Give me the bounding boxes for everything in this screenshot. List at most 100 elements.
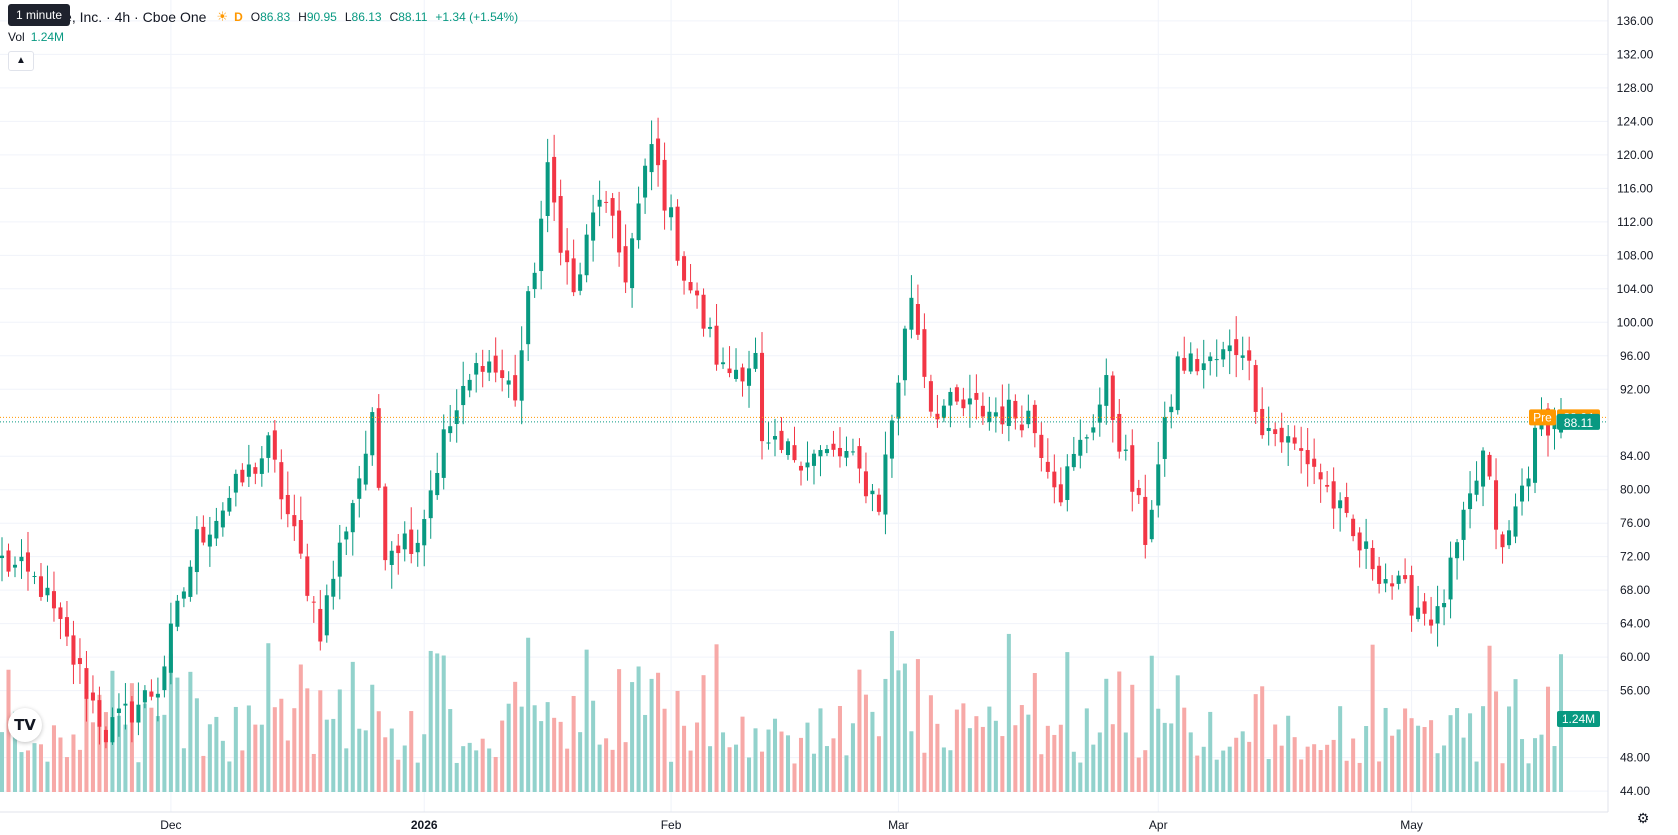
volume-bar — [708, 746, 713, 792]
volume-bar — [1169, 723, 1174, 792]
price-tick-label: 116.00 — [1617, 181, 1653, 195]
candle-body — [688, 282, 693, 291]
volume-bar — [636, 666, 641, 792]
interval-tooltip: 1 minute — [8, 4, 71, 26]
candle-body — [811, 453, 816, 466]
candle-body — [909, 297, 914, 330]
volume-bar — [253, 724, 258, 792]
volume-bar — [71, 734, 76, 792]
price-axis[interactable]: 136.00 132.00 128.00 124.00 120.00 116.00 112.… — [1617, 14, 1654, 798]
candle-body — [1097, 404, 1102, 423]
volume-bar — [1318, 750, 1323, 792]
candle-body — [734, 369, 739, 379]
chevron-up-icon[interactable]: ▲ — [8, 51, 34, 71]
candle-body — [344, 531, 349, 540]
volume-bar — [688, 750, 693, 792]
volume-bar — [1520, 739, 1525, 792]
volume-bar — [1545, 686, 1551, 792]
candle-body — [474, 363, 479, 375]
candle-body — [766, 442, 771, 444]
candle-body — [357, 478, 362, 499]
candle-body — [837, 447, 842, 457]
volume-bar — [1377, 761, 1382, 792]
volume-bar — [532, 705, 537, 792]
candle-body — [1110, 375, 1115, 420]
candle-body — [526, 291, 531, 345]
volume-bar — [740, 716, 745, 792]
candle-body — [1026, 410, 1031, 425]
candle-body — [1520, 485, 1525, 502]
volume-bar — [32, 743, 37, 792]
candle-body — [415, 542, 420, 553]
volume-bar — [461, 746, 466, 792]
candle-body — [1481, 450, 1486, 487]
candle-body — [863, 471, 868, 497]
candle-body — [1468, 493, 1473, 510]
candle-body — [207, 534, 212, 547]
candle-body — [214, 520, 219, 539]
volume-bar — [233, 706, 238, 792]
volume-bar — [623, 742, 628, 792]
candle-body — [597, 199, 602, 207]
candle-body — [967, 398, 972, 405]
candle-body — [571, 258, 576, 293]
candle-body — [318, 608, 323, 642]
candle-body — [915, 304, 920, 335]
candle-body — [84, 668, 89, 699]
volume-bar — [695, 722, 700, 792]
candle-body — [824, 449, 829, 454]
candle-body — [64, 617, 69, 637]
candle-body — [253, 467, 258, 474]
candle-body — [175, 600, 180, 627]
candle-body — [1084, 437, 1089, 439]
candle-body — [1104, 375, 1109, 406]
candle-body — [753, 352, 758, 369]
volume-bar — [1487, 645, 1492, 792]
price-tick-label: 108.00 — [1617, 248, 1654, 262]
candle-body — [1455, 542, 1460, 559]
volume-bar — [701, 675, 706, 792]
volume-bar — [1240, 731, 1245, 792]
volume-bar — [1026, 714, 1031, 792]
volume-bar — [1032, 673, 1037, 792]
candle-body — [1227, 345, 1232, 352]
volume-bar — [1442, 745, 1447, 792]
volume-bar — [1416, 725, 1421, 792]
volume-bar — [0, 732, 5, 792]
volume-bar — [1364, 726, 1369, 792]
candle-body — [1377, 565, 1382, 584]
candle-body — [545, 162, 550, 216]
volume-bar — [207, 724, 212, 792]
tradingview-logo[interactable]: TV — [8, 708, 42, 742]
volume-bar — [266, 643, 271, 792]
candle-body — [1442, 603, 1447, 608]
volume-bar — [64, 757, 69, 792]
candle-body — [1416, 607, 1421, 620]
volume-bar — [734, 744, 739, 792]
volume-bar — [1409, 718, 1414, 792]
candle-body — [656, 138, 661, 166]
candle-body — [513, 375, 518, 401]
volume-bar — [974, 716, 979, 792]
volume-bar — [584, 649, 589, 792]
volume-bar — [571, 695, 576, 792]
candle-body — [227, 497, 232, 512]
volume-bar — [1429, 720, 1434, 792]
volume-bar — [1208, 711, 1213, 792]
candle-body — [1240, 355, 1245, 358]
candle-body — [805, 462, 810, 468]
volume-bar — [1149, 655, 1154, 792]
candle-body — [1533, 427, 1538, 483]
candle-body — [1435, 606, 1440, 624]
volume-bar — [116, 715, 121, 792]
gear-icon[interactable]: ⚙ — [1636, 810, 1650, 826]
price-tick-label: 92.00 — [1620, 382, 1650, 396]
price-tick-label: 96.00 — [1620, 349, 1650, 363]
time-axis[interactable]: Dec 2026 Feb Mar Apr May — [160, 818, 1423, 832]
price-candles — [0, 117, 1564, 749]
time-tick-label: Apr — [1149, 818, 1168, 832]
candle-body — [1318, 472, 1323, 480]
volume-bar — [337, 689, 342, 792]
